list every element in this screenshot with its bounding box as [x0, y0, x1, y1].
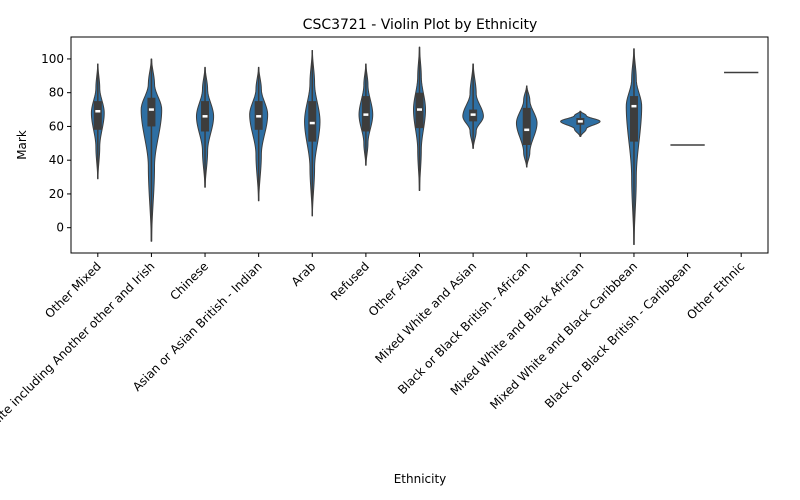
violin-9 [560, 110, 601, 138]
x-tick-label: Other Asian [366, 259, 426, 319]
x-axis-label: Ethnicity [394, 472, 447, 486]
y-tick-label: 80 [49, 86, 64, 100]
plot-area [90, 46, 759, 246]
y-axis: 0 20 40 60 80 100 [41, 52, 71, 235]
y-axis-label: Mark [15, 130, 29, 160]
x-tick-label: Refused [328, 259, 372, 303]
violin-median-marker [309, 121, 315, 125]
x-tick-label: Arab [289, 259, 319, 289]
violin-5 [358, 63, 374, 166]
violin-iqr-box [147, 97, 156, 127]
violin-3 [249, 66, 269, 202]
violin-0 [90, 63, 105, 180]
y-tick-label: 100 [41, 52, 64, 66]
violin-1 [140, 58, 163, 242]
violin-iqr-box [522, 107, 531, 145]
violin-median-marker [524, 128, 530, 132]
violin-iqr-box [93, 101, 102, 130]
violin-median-marker [95, 110, 101, 113]
y-tick-label: 0 [56, 221, 64, 235]
violin-median-marker [417, 108, 422, 111]
violin-8 [515, 85, 538, 168]
violin-median-marker [470, 113, 476, 116]
violin-2 [195, 66, 215, 188]
violin-median-marker [256, 115, 262, 118]
violin-10 [625, 48, 643, 246]
violin-median-marker [202, 115, 208, 118]
violin-iqr-box [308, 101, 317, 142]
violin-4 [304, 50, 321, 217]
violin-median-marker [148, 108, 154, 111]
violin-median-marker [577, 120, 583, 123]
chart-title: CSC3721 - Violin Plot by Ethnicity [303, 17, 538, 33]
y-tick-label: 20 [49, 187, 64, 201]
violin-7 [462, 63, 484, 149]
violin-median-marker [363, 113, 369, 116]
x-tick-label: Chinese [167, 259, 211, 303]
x-tick-label: Mixed White and Asian [372, 259, 479, 366]
x-tick-label: Other Ethnic [684, 259, 747, 322]
violin-6 [412, 46, 427, 192]
violin-iqr-box [629, 96, 638, 142]
y-tick-label: 40 [49, 153, 64, 167]
violin-median-marker [631, 104, 637, 108]
y-tick-label: 60 [49, 119, 64, 133]
